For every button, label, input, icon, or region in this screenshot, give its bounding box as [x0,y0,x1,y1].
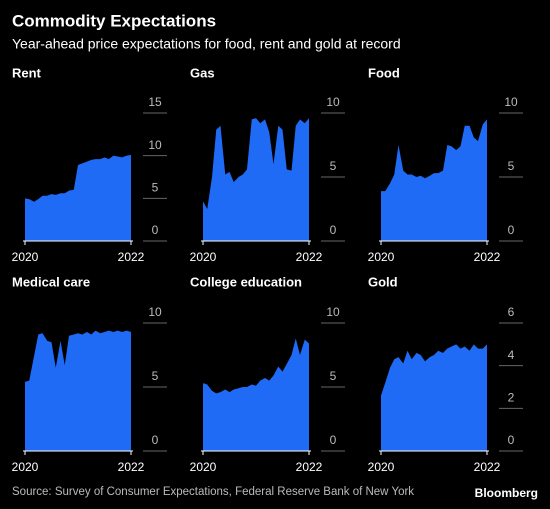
panel-title: Medical care [12,274,90,289]
x-tick-label: 2022 [118,460,145,474]
x-tick-label: 2020 [368,460,395,474]
x-tick-label: 2022 [296,250,323,264]
y-tick-label: 2 [508,391,515,405]
x-tick-label: 2020 [368,250,395,264]
panel-title: Food [368,65,400,80]
y-tick-label: 5 [330,369,337,383]
area [203,338,309,451]
y-tick-label: 0 [152,223,159,237]
y-tick-label: 6 [508,305,515,319]
area [25,330,131,451]
y-tick-label: 5 [330,159,337,173]
y-tick-label: 5 [152,181,159,195]
chart-title: Commodity Expectations [12,11,216,30]
y-tick-label: 10 [148,305,162,319]
area [203,118,309,241]
y-tick-label: 0 [508,223,515,237]
y-tick-label: 4 [508,348,515,362]
y-tick-label: 10 [504,95,518,109]
area [25,154,131,241]
x-tick-label: 2022 [474,250,501,264]
source: Source: Survey of Consumer Expectations,… [12,486,414,498]
area [381,119,487,241]
y-tick-label: 10 [326,95,340,109]
x-tick-label: 2020 [190,460,217,474]
x-tick-label: 2020 [12,250,39,264]
y-tick-label: 10 [148,138,162,152]
y-tick-label: 0 [330,433,337,447]
y-tick-label: 15 [148,95,162,109]
x-tick-label: 2022 [118,250,145,264]
x-tick-label: 2020 [190,250,217,264]
y-tick-label: 5 [152,369,159,383]
panel-title: Rent [12,65,42,80]
y-tick-label: 10 [326,305,340,319]
panel-title: Gold [368,274,398,289]
panel-title: College education [190,274,302,289]
y-tick-label: 5 [508,159,515,173]
credit: Bloomberg [475,486,538,500]
x-tick-label: 2022 [474,460,501,474]
x-tick-label: 2020 [12,460,39,474]
x-tick-label: 2022 [296,460,323,474]
chart-subtitle: Year-ahead price expectations for food, … [12,36,401,52]
y-tick-label: 0 [330,223,337,237]
area [381,344,487,451]
y-tick-label: 0 [152,433,159,447]
panel-title: Gas [190,65,215,80]
y-tick-label: 0 [508,433,515,447]
